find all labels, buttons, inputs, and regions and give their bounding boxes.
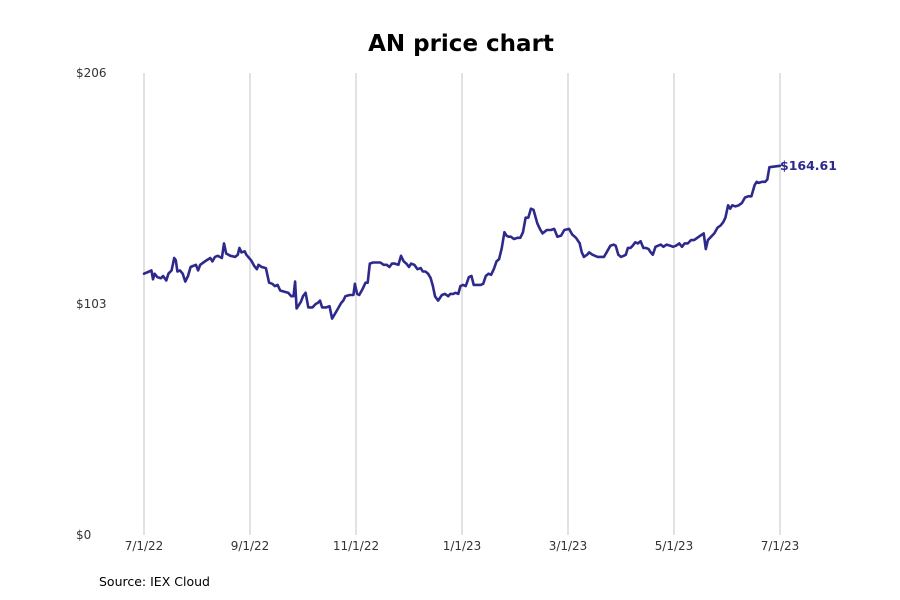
y-tick-label: $206	[76, 66, 107, 80]
gridlines	[143, 73, 781, 535]
price-line-series	[142, 164, 782, 320]
x-tick-label: 5/1/23	[655, 539, 694, 553]
x-tick-label: 3/1/23	[549, 539, 588, 553]
x-tick-label: 1/1/23	[443, 539, 482, 553]
chart-title: AN price chart	[368, 31, 554, 57]
y-axis-ticks: $0 $103 $206	[76, 66, 107, 542]
source-note: Source: IEX Cloud	[99, 574, 210, 589]
y-tick-label: $103	[76, 297, 107, 311]
x-tick-label: 7/1/22	[125, 539, 164, 553]
x-axis-ticks: 7/1/22 9/1/22 11/1/22 1/1/23 3/1/23 5/1/23 7/1…	[125, 539, 800, 553]
x-tick-label: 7/1/23	[761, 539, 800, 553]
x-tick-label: 9/1/22	[231, 539, 270, 553]
y-tick-label: $0	[76, 528, 91, 542]
last-price-label: $164.61	[780, 158, 837, 173]
x-tick-label: 11/1/22	[333, 539, 379, 553]
